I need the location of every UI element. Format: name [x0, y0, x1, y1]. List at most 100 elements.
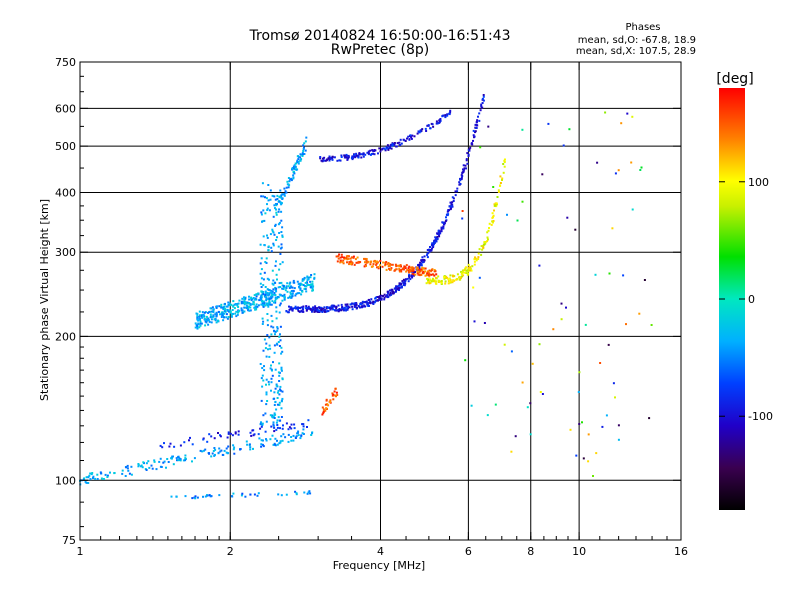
data-point	[378, 296, 381, 299]
data-point	[484, 241, 487, 243]
data-point	[203, 311, 206, 314]
data-point	[429, 127, 432, 130]
data-point	[271, 374, 274, 377]
data-point	[188, 439, 190, 442]
data-point	[345, 156, 348, 159]
data-point	[309, 284, 311, 286]
data-point	[275, 306, 278, 309]
data-point	[249, 431, 252, 434]
data-point	[275, 239, 278, 241]
data-point	[385, 147, 388, 150]
data-point	[416, 132, 419, 135]
data-point	[451, 196, 454, 199]
series-sparse-noise	[461, 111, 653, 477]
data-point	[275, 310, 278, 313]
data-point	[333, 390, 336, 393]
data-point	[630, 161, 633, 164]
data-point	[232, 312, 234, 315]
data-point	[287, 428, 290, 431]
data-point	[275, 260, 277, 263]
data-point	[331, 394, 334, 397]
data-point	[218, 494, 221, 497]
data-point	[237, 433, 240, 436]
data-point	[389, 289, 391, 292]
data-point	[307, 305, 310, 308]
data-point	[440, 226, 443, 229]
data-point	[612, 382, 615, 385]
data-point	[467, 153, 470, 156]
data-point	[194, 322, 197, 325]
data-point	[209, 316, 212, 319]
data-point	[503, 343, 506, 346]
data-point	[279, 263, 282, 266]
data-point	[297, 308, 299, 311]
data-point	[297, 306, 300, 309]
data-point	[296, 161, 299, 164]
data-point	[299, 287, 302, 290]
x-tick-label: 4	[377, 545, 384, 558]
data-point	[467, 263, 470, 266]
data-point	[311, 280, 314, 283]
data-point	[446, 114, 449, 117]
data-point	[461, 217, 464, 220]
data-point	[272, 279, 275, 282]
data-point	[306, 281, 308, 284]
data-point	[432, 243, 435, 246]
data-point	[184, 454, 187, 457]
data-point	[346, 306, 349, 309]
data-point	[273, 397, 276, 400]
data-point	[259, 282, 262, 285]
data-point	[320, 306, 323, 309]
data-point	[199, 314, 201, 317]
data-point	[280, 407, 283, 410]
data-point	[283, 293, 286, 296]
data-point	[391, 292, 394, 295]
data-point	[261, 374, 264, 377]
data-point	[384, 295, 387, 298]
data-point	[262, 320, 265, 323]
data-point	[276, 443, 279, 446]
x-tick-label: 8	[527, 545, 534, 558]
data-point	[405, 264, 408, 267]
data-point	[222, 319, 225, 322]
data-point	[280, 352, 283, 355]
data-point	[184, 459, 187, 462]
data-point	[481, 106, 484, 109]
data-point	[294, 165, 297, 168]
data-point	[347, 155, 350, 158]
data-point	[334, 309, 336, 312]
data-point	[494, 403, 497, 406]
data-point	[271, 228, 274, 231]
data-point	[288, 308, 291, 311]
data-point	[222, 307, 225, 310]
data-point	[398, 141, 401, 144]
data-point	[506, 213, 508, 216]
data-point	[277, 286, 280, 289]
data-point	[324, 309, 326, 312]
data-point	[280, 243, 283, 246]
data-point	[274, 198, 277, 201]
data-point	[266, 236, 269, 239]
data-point	[337, 255, 340, 258]
data-point	[260, 257, 263, 260]
data-point	[265, 403, 268, 406]
data-point	[396, 288, 399, 290]
data-point	[182, 459, 185, 462]
data-point	[253, 433, 256, 436]
data-point	[222, 306, 225, 309]
data-point	[419, 261, 422, 264]
data-point	[459, 278, 462, 281]
data-point	[155, 468, 158, 471]
data-point	[448, 205, 451, 208]
data-point	[492, 214, 495, 217]
data-point	[514, 435, 517, 438]
data-point	[262, 379, 265, 382]
data-point	[488, 222, 491, 225]
data-point	[433, 280, 436, 283]
data-point	[199, 449, 202, 452]
data-point	[208, 452, 211, 455]
data-point	[274, 437, 277, 440]
data-point	[501, 177, 504, 180]
data-point	[106, 476, 109, 478]
data-point	[275, 342, 278, 345]
